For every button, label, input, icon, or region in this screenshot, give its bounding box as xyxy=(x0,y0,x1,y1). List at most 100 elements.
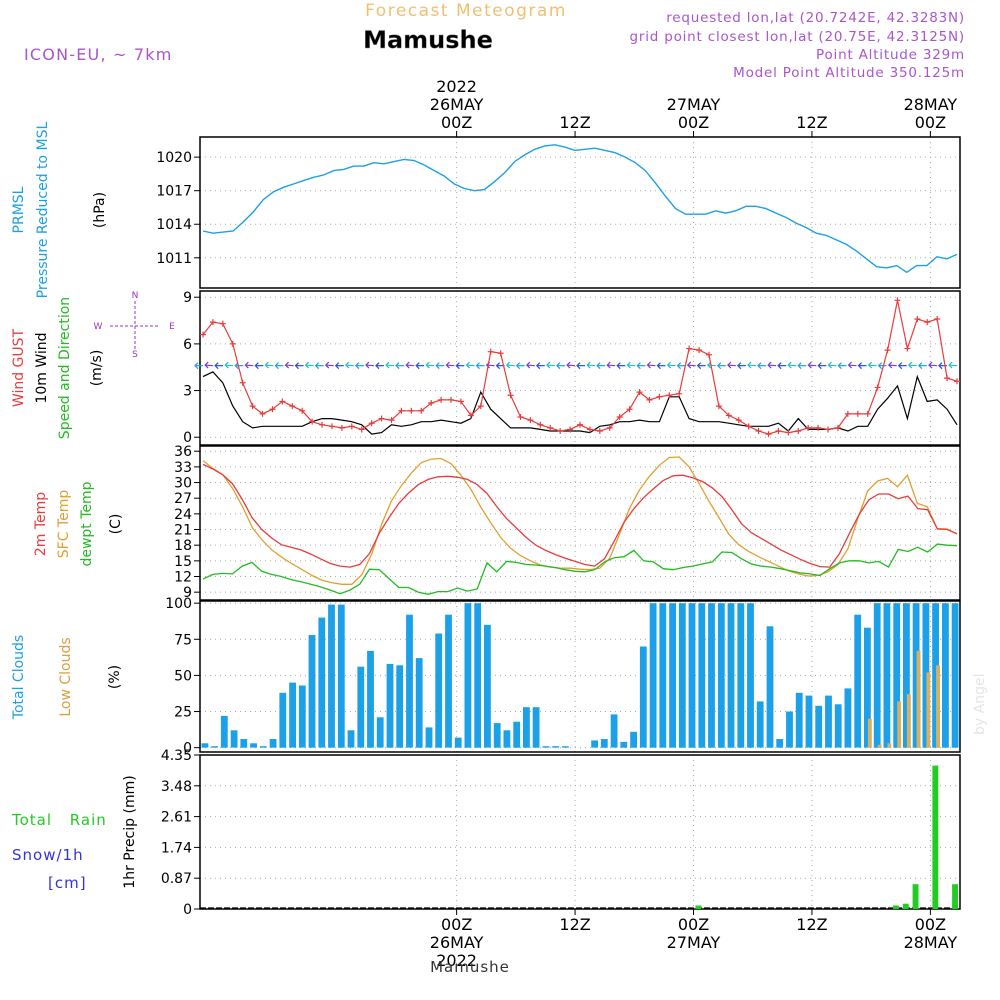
wind-dir-arrow-head xyxy=(948,361,953,369)
wind-dir-arrow xyxy=(667,364,676,367)
total-cloud-bar xyxy=(942,603,949,748)
wind-dir-arrow xyxy=(788,364,797,367)
y-tick-label: 24 xyxy=(174,507,192,523)
total-cloud-bar xyxy=(367,650,374,748)
gust-marker xyxy=(219,320,226,327)
total-cloud-bar xyxy=(834,704,842,748)
top-time-label: 27MAY xyxy=(667,95,721,114)
total-cloud-bar xyxy=(776,739,784,748)
gust-marker xyxy=(715,403,722,410)
dewpt-temp-label: dewpt Temp xyxy=(79,481,95,566)
total-cloud-bar xyxy=(259,746,267,748)
wind-dir-arrow-head xyxy=(465,361,470,369)
total-cloud-bar xyxy=(766,626,774,748)
gust-marker xyxy=(249,403,256,410)
rain-bar xyxy=(932,765,939,909)
total-cloud-bar xyxy=(396,665,404,748)
total-cloud-bar xyxy=(688,603,696,748)
wind-dir-arrow-head xyxy=(606,361,611,369)
gust-marker xyxy=(269,406,276,413)
wind-dir-arrow-head xyxy=(526,361,531,369)
wind-dir-arrow-head xyxy=(646,361,651,369)
wind-dir-arrow xyxy=(727,364,736,367)
gust-marker xyxy=(864,410,871,417)
gust-marker xyxy=(705,351,712,358)
wind-dir-arrow-head xyxy=(747,361,752,369)
y-tick-label: 3 xyxy=(183,384,192,400)
gust-marker xyxy=(904,345,911,352)
gust-marker xyxy=(319,421,326,428)
compass-rose: N W E S xyxy=(94,291,176,360)
pressure-panel: PRMSL Pressure Reduced to MSL (hPa) 1011… xyxy=(11,121,961,298)
sfc-temp-line xyxy=(202,456,958,585)
bottom-time-label: 00Z xyxy=(678,915,709,934)
gust-marker xyxy=(378,415,385,422)
gust-marker xyxy=(646,396,653,403)
wind-dir-arrow-head xyxy=(375,362,380,370)
gust-marker xyxy=(586,426,593,433)
wind-dir-arrow xyxy=(285,364,294,367)
gust-marker xyxy=(577,421,583,428)
wind-dir-arrow-head xyxy=(616,362,621,370)
total-cloud-bar xyxy=(825,695,832,748)
total-cloud-bar xyxy=(912,603,920,748)
wind-dir-arrow-head xyxy=(676,362,681,370)
wind-dir-arrow xyxy=(466,364,475,367)
wind-dir-arrow xyxy=(768,364,777,367)
total-cloud-bar xyxy=(503,730,511,748)
total-cloud-bar xyxy=(474,603,482,748)
low-cloud-bar xyxy=(897,701,902,748)
gust-marker xyxy=(309,418,316,425)
wind-dir-arrow xyxy=(305,364,314,367)
total-cloud-bar xyxy=(698,603,706,748)
y-tick-label: 2.61 xyxy=(161,810,192,826)
top-time-label: 00Z xyxy=(441,113,472,132)
wind-dir-arrow xyxy=(928,364,937,367)
total-cloud-bar xyxy=(220,715,228,748)
pressure-msl-label: Pressure Reduced to MSL xyxy=(35,121,51,298)
rain-bar xyxy=(695,905,702,909)
y-tick-label: 1020 xyxy=(156,150,192,166)
gust-marker xyxy=(884,347,891,354)
total-rain-label: Total Rain xyxy=(11,811,107,829)
gust-marker xyxy=(537,421,544,428)
total-cloud-bar xyxy=(600,739,608,748)
low-cloud-bar xyxy=(906,694,911,748)
wind-dir-arrow xyxy=(607,364,616,367)
wind-dir-arrow-head xyxy=(324,361,330,369)
precip-plot: 0 0.87 1.74 2.61 3.48 4.35 xyxy=(161,748,961,918)
bottom-time-label: 12Z xyxy=(796,915,827,934)
total-cloud-bar xyxy=(873,603,881,748)
wind-panel: Wind GUST 10m Wind Speed and Direction (… xyxy=(11,290,961,446)
prmsl-label: PRMSL xyxy=(11,186,27,233)
gust-marker xyxy=(398,407,405,414)
rain-bar xyxy=(892,905,899,909)
point-altitude: Point Altitude 329m xyxy=(816,47,965,63)
gust-marker xyxy=(388,417,395,424)
total-cloud-bar xyxy=(854,614,862,748)
total-cloud-bar xyxy=(230,730,238,748)
y-tick-label: 33 xyxy=(174,460,192,476)
wind-dir-arrow xyxy=(406,364,415,367)
y-tick-label: 21 xyxy=(174,523,192,539)
top-time-label: 28MAY xyxy=(904,95,958,114)
hpa-unit-label: (hPa) xyxy=(92,192,108,228)
gust-marker xyxy=(289,403,296,410)
gust-marker xyxy=(815,424,822,431)
wind-dir-arrow-head xyxy=(626,361,631,369)
gust-marker xyxy=(567,426,574,433)
wind-dir-arrow-head xyxy=(596,362,601,370)
gust-marker xyxy=(626,406,633,413)
wind-dir-arrow-head xyxy=(214,362,219,370)
top-time-label: 12Z xyxy=(796,113,827,132)
wind-dir-arrow-head xyxy=(445,361,450,369)
wind-dir-arrow-head xyxy=(817,362,822,370)
gust-marker xyxy=(438,396,445,403)
wind-dir-arrow-head xyxy=(787,361,792,369)
wind-dir-arrow-head xyxy=(505,361,511,369)
wind-plot: 0 3 6 9 xyxy=(183,290,961,446)
total-cloud-bar xyxy=(562,746,569,748)
gust-marker xyxy=(418,407,425,414)
total-cloud-bar xyxy=(454,737,462,748)
